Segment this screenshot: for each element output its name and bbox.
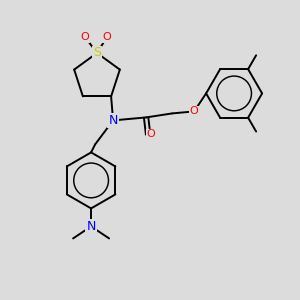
Text: O: O xyxy=(190,106,199,116)
Text: O: O xyxy=(103,32,111,42)
Text: O: O xyxy=(147,129,155,140)
Text: N: N xyxy=(86,220,96,233)
Text: S: S xyxy=(93,46,101,59)
Text: O: O xyxy=(81,32,89,42)
Text: N: N xyxy=(108,114,118,127)
